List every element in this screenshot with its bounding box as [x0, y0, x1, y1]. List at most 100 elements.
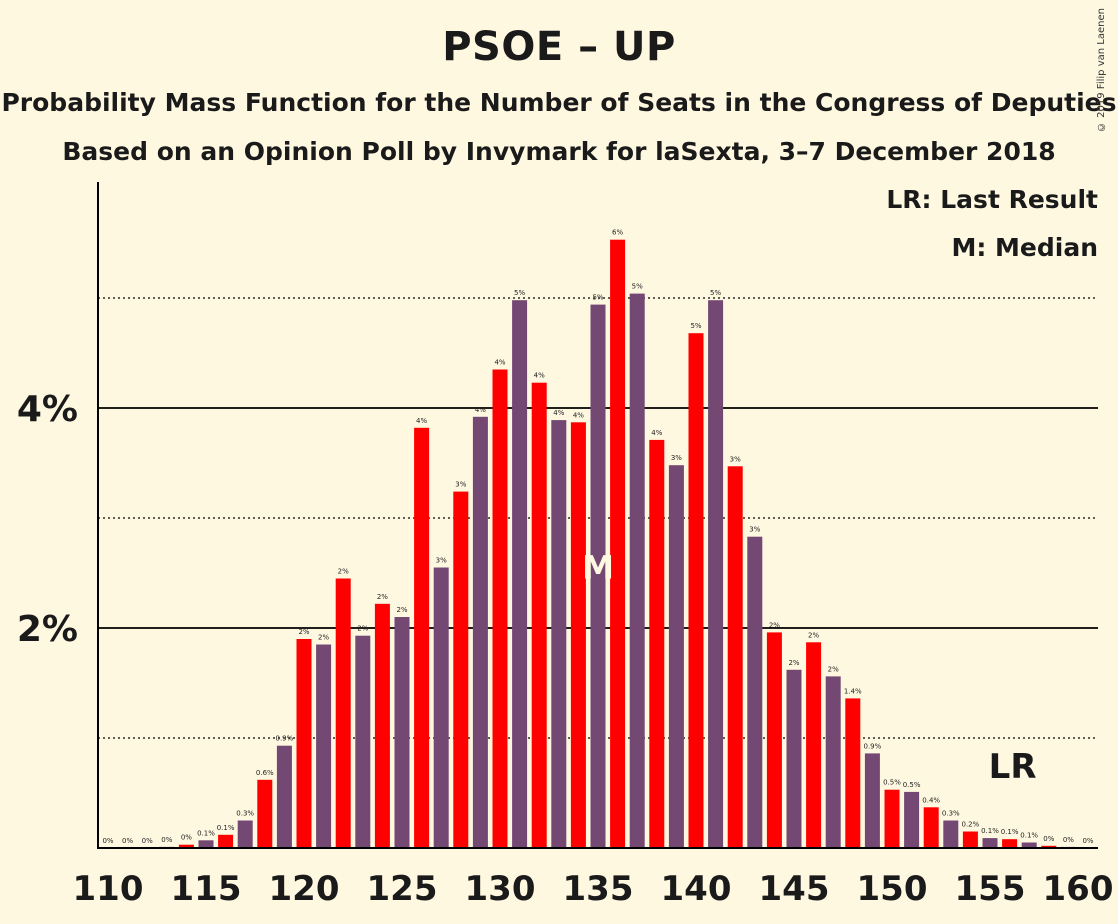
data-label-123: 2% [357, 625, 368, 633]
bar-152 [923, 807, 939, 848]
data-label-128: 3% [455, 481, 466, 489]
bar-142 [727, 466, 743, 848]
bar-114 [178, 844, 194, 848]
bar-136 [610, 239, 626, 848]
bar-129 [472, 416, 488, 848]
data-label-133: 4% [553, 409, 564, 417]
data-label-143: 3% [749, 526, 760, 534]
data-label-157: 0.1% [1020, 832, 1038, 840]
data-label-134: 4% [573, 411, 584, 419]
bar-145 [786, 669, 802, 848]
data-label-151: 0.5% [903, 781, 921, 789]
legend-median: M: Median [951, 233, 1098, 262]
bar-120 [296, 639, 312, 848]
bar-124 [374, 603, 390, 848]
data-label-121: 2% [318, 634, 329, 642]
data-label-135: 5% [592, 294, 603, 302]
data-label-117: 0.3% [236, 810, 254, 818]
x-tick-label: 150 [857, 869, 928, 909]
last-result-marker: LR [989, 747, 1037, 787]
bar-128 [453, 491, 469, 848]
bar-127 [433, 567, 449, 848]
bar-137 [629, 293, 645, 849]
data-label-124: 2% [377, 593, 388, 601]
bar-139 [668, 465, 684, 848]
bar-140 [688, 333, 704, 848]
data-label-147: 2% [828, 665, 839, 673]
data-label-152: 0.4% [922, 796, 940, 804]
chart-title: PSOE – UP [442, 24, 676, 70]
bar-153 [943, 820, 959, 848]
tick-labels: 2% 4% 110 115 120 125 130 135 140 145 150 155 160 [17, 389, 1114, 909]
bar-151 [904, 791, 920, 848]
data-label-146: 2% [808, 631, 819, 639]
data-label-139: 3% [671, 454, 682, 462]
bar-155 [982, 838, 998, 848]
data-label-153: 0.3% [942, 810, 960, 818]
data-label-156: 0.1% [1001, 828, 1019, 836]
x-tick-label: 145 [759, 869, 830, 909]
bar-157 [1021, 842, 1037, 848]
bar-144 [766, 632, 782, 848]
data-label-115: 0.1% [197, 829, 215, 837]
bar-147 [825, 676, 841, 848]
data-label-155: 0.1% [981, 827, 999, 835]
bar-131 [512, 300, 528, 848]
data-label-130: 4% [494, 359, 505, 367]
bar-123 [355, 635, 371, 848]
bar-122 [335, 578, 351, 848]
x-tick-label: 140 [661, 869, 732, 909]
chart-subtitle: Probability Mass Function for the Number… [1, 88, 1117, 117]
data-label-160: 0% [1082, 837, 1093, 845]
data-label-122: 2% [338, 568, 349, 576]
bar-148 [845, 698, 861, 848]
chart-source-line: Based on an Opinion Poll by Invymark for… [62, 137, 1056, 166]
data-label-159: 0% [1063, 836, 1074, 844]
bar-115 [198, 840, 214, 848]
bar-143 [747, 536, 763, 848]
data-label-136: 6% [612, 229, 623, 237]
x-tick-label: 130 [465, 869, 536, 909]
bar-117 [237, 820, 253, 848]
data-label-127: 3% [436, 557, 447, 565]
bar-138 [649, 439, 665, 848]
bar-125 [394, 617, 410, 848]
bar-121 [316, 644, 332, 848]
bar-158 [1041, 845, 1057, 848]
bar-154 [962, 831, 978, 848]
x-tick-label: 125 [367, 869, 438, 909]
data-label-125: 2% [396, 606, 407, 614]
data-label-111: 0% [122, 837, 133, 845]
bar-156 [1002, 839, 1018, 848]
x-tick-label: 120 [269, 869, 340, 909]
data-label-144: 2% [769, 621, 780, 629]
bar-118 [257, 779, 273, 848]
data-label-119: 0.9% [276, 735, 294, 743]
median-marker: M [582, 549, 614, 587]
data-label-114: 0% [181, 834, 192, 842]
bar-119 [276, 745, 292, 848]
data-label-158: 0% [1043, 835, 1054, 843]
bar-116 [218, 834, 234, 848]
bar-132 [531, 382, 547, 848]
bar-126 [414, 427, 430, 848]
axes [97, 182, 1098, 849]
y-tick-label: 2% [17, 609, 78, 650]
bar-150 [884, 789, 900, 848]
data-label-116: 0.1% [217, 824, 235, 832]
data-label-142: 3% [730, 455, 741, 463]
data-label-150: 0.5% [883, 779, 901, 787]
data-label-145: 2% [788, 659, 799, 667]
x-tick-label: 160 [1043, 869, 1114, 909]
legend-last-result: LR: Last Result [886, 185, 1098, 214]
bar-133 [551, 420, 567, 848]
data-label-141: 5% [710, 289, 721, 297]
data-label-118: 0.6% [256, 769, 274, 777]
bar-141 [708, 300, 724, 848]
bar-149 [864, 753, 880, 848]
data-label-113: 0% [161, 836, 172, 844]
bar-135 [590, 304, 606, 849]
x-tick-label: 155 [955, 869, 1026, 909]
data-label-149: 0.9% [864, 742, 882, 750]
